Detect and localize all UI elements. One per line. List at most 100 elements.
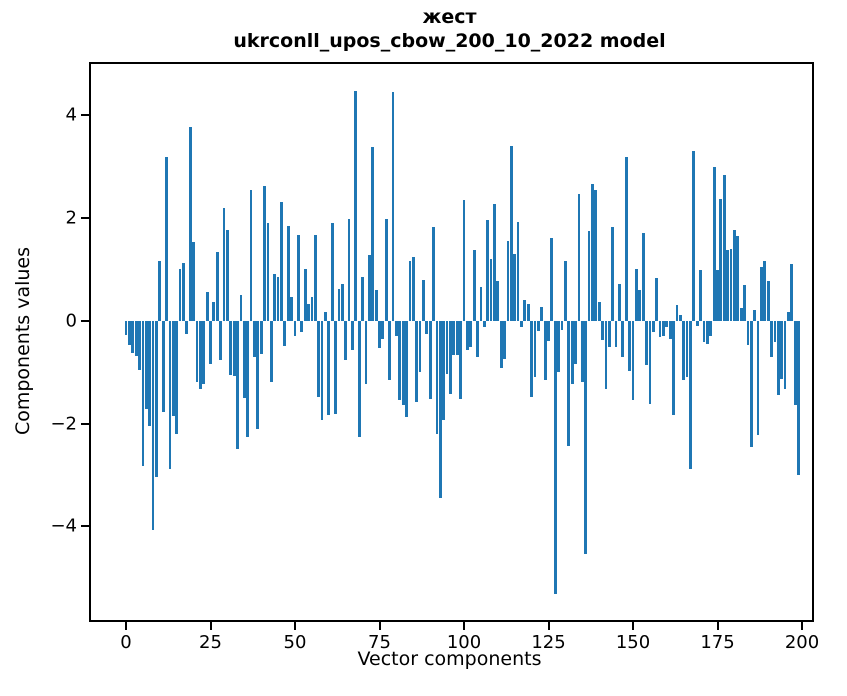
bar [685, 320, 689, 378]
bar [219, 320, 223, 361]
bar [736, 236, 740, 321]
bar [763, 260, 767, 321]
x-tick-label: 25 [199, 632, 222, 653]
bar [641, 232, 645, 321]
bar [151, 320, 155, 531]
bar [202, 320, 206, 384]
bar [209, 320, 212, 364]
bar [722, 175, 726, 321]
bar [472, 250, 476, 321]
bar [178, 269, 182, 321]
bar [212, 302, 216, 321]
bar [672, 320, 675, 416]
bar [611, 227, 615, 321]
bar [374, 289, 378, 321]
bar [638, 290, 642, 321]
bar [229, 320, 233, 376]
bar [168, 320, 172, 469]
y-tick-label: 2 [65, 207, 77, 229]
bar [787, 311, 790, 321]
x-tick-mark [294, 622, 296, 630]
bar [367, 255, 371, 321]
bar [290, 297, 294, 321]
bar [493, 203, 496, 321]
bar [405, 320, 408, 417]
bar [381, 320, 385, 339]
bar [344, 320, 348, 361]
bar [283, 320, 287, 347]
bar [310, 296, 314, 321]
bar [124, 320, 128, 336]
bar [716, 269, 719, 321]
bar [618, 283, 621, 321]
bar [476, 320, 479, 358]
bar [726, 250, 730, 321]
bar [580, 320, 584, 383]
bar [165, 157, 168, 321]
bar [675, 305, 679, 321]
bar [601, 320, 604, 341]
bar [712, 166, 716, 321]
bar [158, 260, 162, 321]
bar [195, 320, 199, 383]
bar [520, 320, 523, 327]
bar [198, 320, 202, 389]
x-tick-mark [463, 622, 465, 630]
bar [347, 218, 351, 321]
bar [503, 320, 506, 359]
bar [330, 223, 334, 321]
bar [395, 320, 398, 337]
bar [300, 320, 304, 332]
y-tick-label: −4 [50, 515, 77, 537]
bar [134, 320, 138, 356]
bar [391, 91, 395, 321]
bar [388, 320, 392, 381]
bar [682, 320, 686, 381]
bar [513, 253, 517, 321]
bar [783, 320, 787, 389]
bar [570, 320, 574, 384]
bar [127, 320, 131, 346]
bar [486, 220, 490, 321]
bar [249, 189, 253, 321]
bar [327, 320, 331, 416]
bar [692, 150, 696, 321]
bar [324, 311, 327, 321]
bar [364, 320, 368, 384]
bar [286, 225, 290, 321]
bar [256, 320, 260, 429]
x-tick-mark [801, 622, 803, 630]
bar [631, 320, 635, 401]
x-tick-mark [378, 622, 381, 630]
bar [459, 320, 463, 399]
bar [175, 320, 179, 434]
bar [530, 320, 533, 398]
bar [422, 279, 425, 321]
bar [408, 260, 412, 321]
bar [371, 146, 375, 321]
y-tick-mark [81, 114, 89, 117]
bar [185, 320, 189, 334]
bar [418, 320, 422, 373]
bar [533, 320, 537, 378]
bar [709, 320, 713, 336]
bar [655, 277, 659, 321]
bar [773, 320, 777, 343]
bar [665, 320, 669, 327]
bar [148, 320, 152, 427]
bar [766, 280, 770, 321]
bar [523, 300, 527, 321]
x-tick-label: 200 [784, 632, 820, 653]
bar [398, 320, 402, 401]
bar [236, 320, 239, 449]
bar [384, 218, 388, 321]
bar [131, 320, 135, 353]
bar [770, 320, 773, 358]
chart-titles: жест ukrconll_upos_cbow_200_10_2022 mode… [89, 6, 810, 54]
bar [702, 320, 706, 343]
bar [171, 320, 175, 416]
x-tick-mark [716, 622, 719, 630]
bar [547, 320, 550, 342]
bar [482, 320, 486, 327]
x-tick-mark [632, 622, 634, 630]
